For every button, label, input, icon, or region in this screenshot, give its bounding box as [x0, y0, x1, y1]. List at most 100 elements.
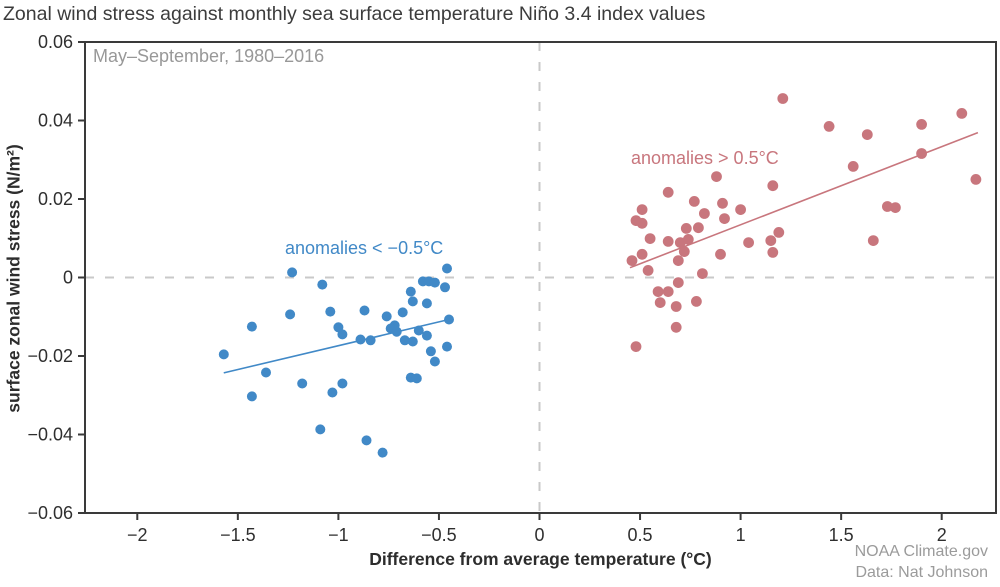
- positive-anomalies-point: [678, 246, 690, 257]
- negative-anomalies-point: [317, 279, 328, 290]
- y-tick-label: 0.04: [38, 111, 73, 131]
- y-axis-label: surface zonal wind stress (N/m²): [3, 144, 24, 413]
- plot-frame: [84, 41, 997, 514]
- negative-anomalies-point: [285, 309, 296, 320]
- negative-anomalies-point: [287, 267, 298, 278]
- positive-anomalies-point: [890, 202, 901, 214]
- x-tick-label: −0.5: [421, 525, 457, 545]
- positive-anomalies-point: [767, 247, 779, 258]
- negative-anomalies-label: anomalies < −0.5°C: [285, 238, 444, 258]
- negative-anomalies-point: [381, 311, 392, 322]
- positive-anomalies-point: [636, 217, 648, 229]
- positive-anomalies-point: [735, 204, 746, 216]
- positive-anomalies-point: [767, 180, 779, 192]
- negative-anomalies-point: [297, 378, 308, 389]
- x-tick-label: 1: [736, 525, 746, 545]
- positive-anomalies-point: [672, 277, 684, 288]
- positive-anomalies-point: [743, 237, 754, 249]
- x-tick-label: −2: [127, 525, 148, 545]
- negative-anomalies-point: [407, 296, 418, 307]
- negative-anomalies-point: [413, 325, 424, 336]
- positive-anomalies-point: [699, 208, 710, 219]
- attribution-data-credit: Data: Nat Johnson: [855, 564, 988, 581]
- negative-anomalies-point: [337, 329, 348, 340]
- x-tick-label: −1.5: [220, 525, 256, 545]
- positive-anomalies-point: [693, 222, 704, 234]
- positive-anomalies-point: [636, 204, 648, 216]
- positive-anomalies-point: [691, 296, 702, 307]
- y-tick-label: −0.04: [27, 425, 73, 445]
- negative-anomalies-point: [365, 335, 376, 346]
- positive-anomalies-point: [670, 321, 682, 333]
- positive-anomalies-point: [662, 186, 674, 198]
- negative-anomalies-point: [407, 336, 418, 347]
- negative-anomalies-point: [429, 356, 440, 367]
- negative-anomalies-point: [421, 330, 432, 341]
- positive-anomalies-point: [773, 227, 785, 238]
- positive-anomalies-point: [916, 148, 927, 159]
- negative-anomalies-point: [359, 305, 370, 316]
- positive-anomalies-point: [861, 129, 873, 141]
- positive-anomalies-point: [652, 286, 664, 297]
- x-tick-label: −1: [328, 525, 349, 545]
- x-tick-label: 2: [937, 525, 947, 545]
- negative-anomalies-point: [246, 321, 257, 332]
- negative-anomalies-point: [429, 277, 440, 288]
- positive-anomalies-point: [682, 234, 694, 245]
- x-tick-label: 1.5: [829, 525, 854, 545]
- negative-anomalies-point: [397, 307, 408, 318]
- positive-anomalies-point: [777, 93, 789, 104]
- positive-anomalies-point: [662, 286, 674, 297]
- positive-anomalies-point: [654, 297, 666, 308]
- negative-anomalies-point: [218, 349, 229, 360]
- y-tick-label: 0: [63, 268, 73, 288]
- negative-anomalies-point: [337, 378, 348, 389]
- negative-anomalies-point: [377, 447, 388, 458]
- y-tick-label: 0.06: [38, 32, 73, 52]
- positive-anomalies-point: [670, 301, 682, 312]
- positive-anomalies-point: [719, 213, 730, 225]
- positive-anomalies-point: [823, 121, 835, 132]
- negative-anomalies-point: [411, 373, 422, 384]
- positive-anomalies-point: [867, 235, 879, 247]
- y-tick-label: 0.02: [38, 189, 73, 209]
- positive-anomalies-point: [847, 161, 859, 172]
- negative-anomalies-trendline: [223, 318, 450, 374]
- chart-title: Zonal wind stress against monthly sea su…: [3, 3, 706, 25]
- positive-anomalies-point: [630, 341, 642, 352]
- negative-anomalies-point: [425, 346, 436, 357]
- positive-anomalies-point: [697, 268, 708, 279]
- positive-anomalies-point: [882, 201, 893, 212]
- positive-anomalies-point: [717, 197, 728, 209]
- positive-anomalies-point: [642, 265, 654, 276]
- negative-anomalies-point: [246, 391, 257, 402]
- positive-anomalies-point: [715, 248, 726, 260]
- attribution: NOAA Climate.gov Data: Nat Johnson: [855, 541, 988, 583]
- x-tick-label: 0: [534, 525, 544, 545]
- negative-anomalies-point: [399, 335, 410, 346]
- negative-anomalies-point: [361, 435, 372, 446]
- positive-anomalies-point: [672, 255, 684, 266]
- positive-anomalies-point: [680, 223, 692, 234]
- negative-anomalies-point: [261, 367, 271, 378]
- subtitle-period-label: May–September, 1980–2016: [93, 46, 325, 66]
- negative-anomalies-point: [421, 298, 432, 309]
- x-axis-label: Difference from average temperature (°C): [369, 549, 712, 569]
- negative-anomalies-point: [355, 334, 366, 345]
- positive-anomalies-point: [956, 108, 968, 119]
- positive-anomalies-point: [636, 248, 648, 260]
- positive-anomalies-label: anomalies > 0.5°C: [631, 148, 779, 168]
- negative-anomalies-point: [327, 387, 338, 398]
- attribution-source: NOAA Climate.gov: [854, 543, 988, 560]
- negative-anomalies-point: [391, 326, 402, 337]
- negative-anomalies-point: [315, 424, 326, 435]
- positive-anomalies-point: [644, 233, 656, 245]
- negative-anomalies-point: [405, 286, 416, 297]
- positive-anomalies-point: [626, 255, 638, 266]
- positive-anomalies-point: [765, 235, 777, 247]
- y-tick-label: −0.02: [27, 346, 73, 366]
- positive-anomalies-point: [916, 119, 927, 130]
- positive-anomalies-point: [688, 196, 700, 207]
